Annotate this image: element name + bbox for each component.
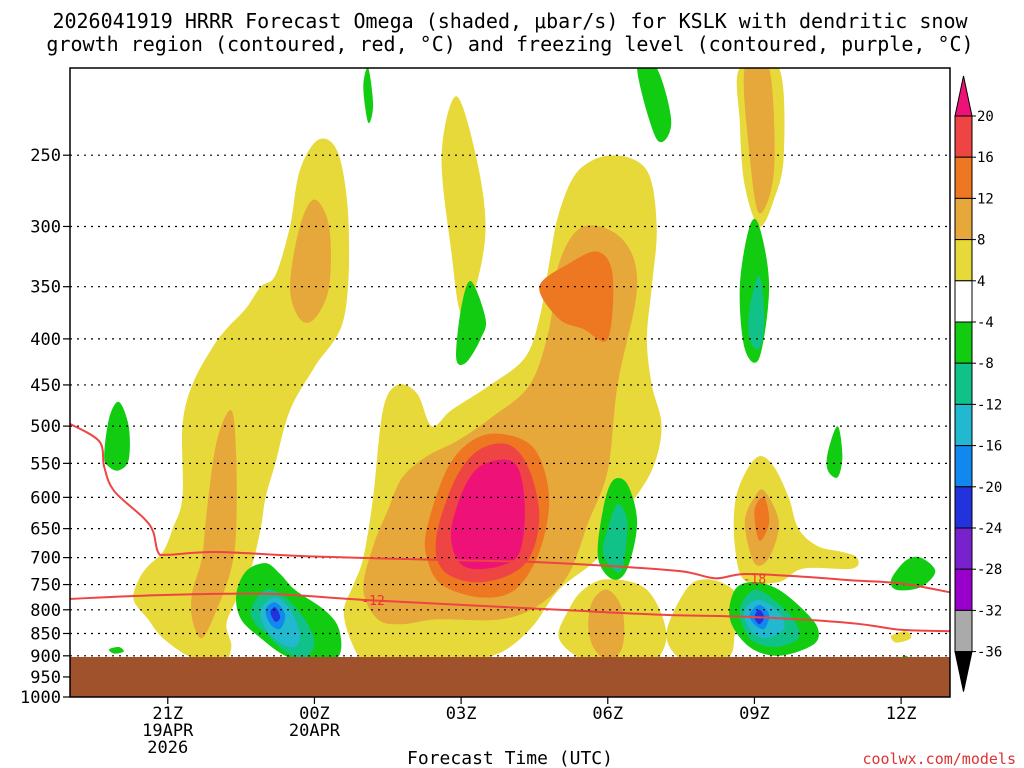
x-tick-label-09Z-0: 09Z — [739, 704, 770, 724]
y-tick-label-850: 850 — [30, 624, 61, 644]
colorbar-swatch-11 — [954, 568, 973, 611]
y-tick-label-1000: 1000 — [20, 688, 61, 708]
omega-region-pos12-15 — [539, 251, 614, 342]
x-tick-label-21Z-2: 2026 — [147, 738, 188, 758]
x-tick-label-03Z-0: 03Z — [446, 704, 477, 724]
y-tick-label-450: 450 — [30, 376, 61, 396]
colorbar-swatch-10 — [954, 527, 973, 570]
omega-region-neg4-22 — [637, 68, 672, 143]
x-tick-label-21Z-0: 21Z — [152, 704, 183, 724]
colorbar-swatch-3 — [954, 239, 973, 282]
colorbar-top-arrow — [954, 75, 973, 117]
y-tick-label-400: 400 — [30, 330, 61, 350]
omega-region-neg4-21 — [456, 280, 487, 365]
omega-region-neg4-19 — [104, 401, 130, 471]
omega-region-neg4-28 — [363, 68, 374, 124]
colorbar-label-11: -28 — [977, 562, 1002, 578]
colorbar-swatch-2 — [954, 197, 973, 241]
colorbar-swatch-5 — [954, 321, 973, 364]
omega-region-pos8-11 — [588, 589, 625, 661]
colorbar-label-2: 12 — [977, 191, 994, 207]
omega-region-pos8-13 — [743, 68, 775, 214]
colorbar-swatch-4 — [954, 280, 973, 323]
omega-region-neg4-29 — [108, 646, 124, 654]
y-tick-label-550: 550 — [30, 454, 61, 474]
colorbar-label-13: -36 — [977, 645, 1002, 661]
y-tick-label-900: 900 — [30, 647, 61, 667]
x-tick-label-12Z-0: 12Z — [886, 704, 917, 724]
omega-region-pos8-8 — [191, 409, 237, 639]
contour-label-1: -18 — [743, 572, 766, 587]
colorbar-swatch-0 — [954, 115, 973, 158]
chart-title-line1: 2026041919 HRRR Forecast Omega (shaded, … — [52, 9, 968, 33]
x-tick-label-00Z-0: 00Z — [299, 704, 330, 724]
omega-region-pos4-7 — [890, 631, 912, 643]
colorbar-label-4: 4 — [977, 274, 985, 290]
watermark: coolwx.com/models — [862, 750, 1016, 768]
x-tick-label-21Z-1: 19APR — [142, 721, 194, 741]
colorbar-swatch-7 — [954, 403, 973, 447]
colorbar-swatch-9 — [954, 486, 973, 529]
x-tick-label-00Z-1: 20APR — [289, 721, 341, 741]
omega-region-pos8-9 — [290, 199, 331, 323]
omega-region-pos4-4 — [666, 579, 740, 667]
colorbar-bottom-arrow — [954, 651, 973, 692]
colorbar-label-6: -8 — [977, 356, 994, 372]
colorbar-label-1: 16 — [977, 150, 994, 166]
colorbar-label-8: -16 — [977, 439, 1002, 455]
colorbar-swatch-12 — [954, 609, 973, 653]
colorbar-swatch-6 — [954, 362, 973, 405]
colorbar-label-7: -12 — [977, 397, 1002, 413]
x-axis-label: Forecast Time (UTC) — [407, 748, 613, 768]
colorbar-label-9: -20 — [977, 480, 1002, 496]
colorbar-swatch-1 — [954, 156, 973, 199]
y-tick-label-500: 500 — [30, 417, 61, 437]
colorbar: 20 16 12 8 4 -4 -8 -12 -16 -20 -24 -28 -32 -36 — [954, 75, 1002, 692]
omega-region-pos20-18 — [450, 459, 525, 570]
dendritic-contour-upper — [70, 422, 950, 594]
y-tick-label-250: 250 — [30, 146, 61, 166]
y-axis-pressure-ticks: 250 300 350 400 450 500 550 600 650 700 750 800 850 9… — [20, 146, 70, 708]
ground-below-surface — [70, 657, 950, 697]
omega-region-pos12-16 — [754, 497, 770, 541]
colorbar-label-5: -4 — [977, 315, 994, 331]
y-tick-label-650: 650 — [30, 520, 61, 540]
y-tick-label-350: 350 — [30, 278, 61, 298]
x-tick-label-06Z-0: 06Z — [592, 704, 623, 724]
plot-frame — [69, 67, 951, 698]
y-tick-label-300: 300 — [30, 217, 61, 237]
y-tick-label-950: 950 — [30, 668, 61, 688]
y-tick-label-600: 600 — [30, 488, 61, 508]
y-tick-label-750: 750 — [30, 576, 61, 596]
colorbar-swatch-8 — [954, 445, 973, 488]
contour-label-0: -12 — [361, 594, 384, 609]
dendritic-contour-lower — [70, 592, 950, 633]
colorbar-label-10: -24 — [977, 521, 1002, 537]
chart-title-line2: growth region (contoured, red, °C) and f… — [46, 32, 973, 56]
omega-region-neg8-32 — [602, 503, 628, 573]
colorbar-label-3: 8 — [977, 233, 985, 249]
omega-shaded-regions — [104, 68, 936, 670]
colorbar-label-12: -32 — [977, 603, 1002, 619]
colorbar-label-0: 20 — [977, 109, 994, 125]
plot-area: -12 -18 — [69, 67, 951, 698]
y-tick-label-800: 800 — [30, 601, 61, 621]
omega-region-neg4-26 — [890, 556, 936, 591]
omega-region-neg8-33 — [748, 275, 765, 350]
omega-region-neg4-27 — [826, 426, 843, 478]
y-tick-label-700: 700 — [30, 549, 61, 569]
omega-region-neg20-39 — [270, 607, 281, 622]
omega-region-pos4-2 — [441, 96, 486, 315]
